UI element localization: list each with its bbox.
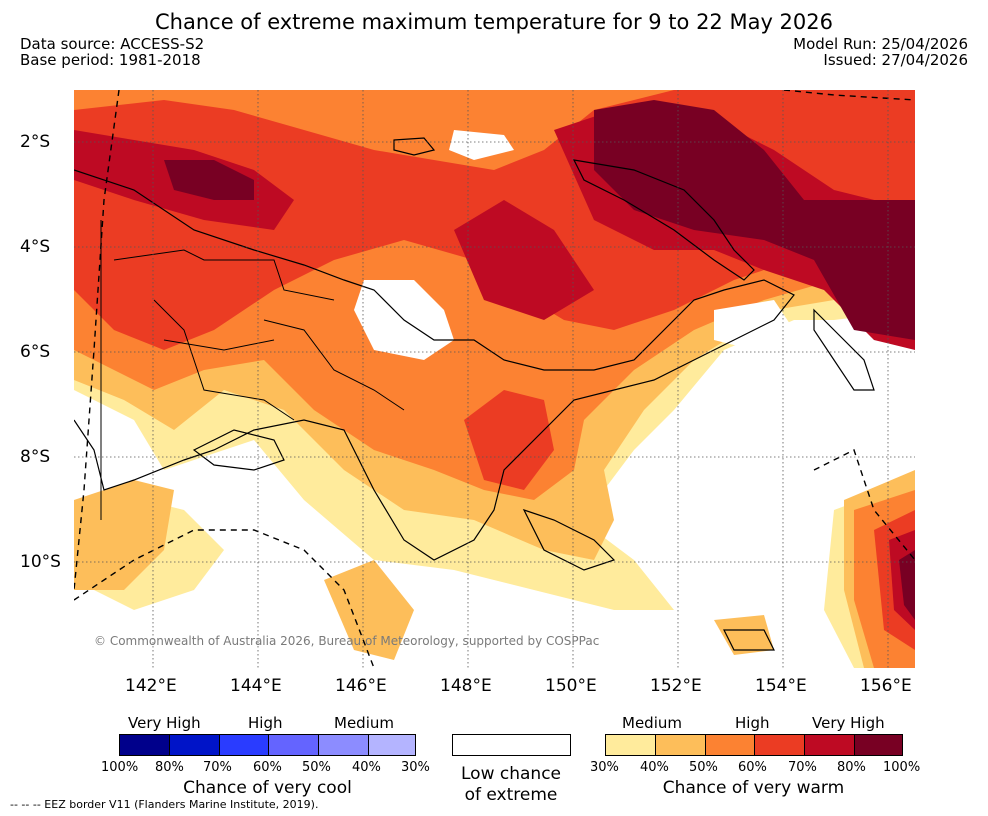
lon-label-154e: 154°E — [755, 676, 807, 696]
warm-tick-40: 40% — [640, 760, 669, 775]
cool-swatch-4 — [268, 734, 318, 756]
border-provinces-1 — [113, 249, 335, 301]
warm-heading-very-high: Very High — [812, 714, 885, 732]
lon-label-146e: 146°E — [335, 676, 387, 696]
border-provinces-3 — [263, 319, 405, 411]
torres-strait — [192, 429, 285, 471]
warm-swatch-3 — [705, 734, 754, 756]
low-chance-swatch — [452, 734, 571, 756]
warm-swatch-5 — [804, 734, 854, 756]
contour-40-50-south — [74, 480, 174, 590]
contour-40-50-islands — [714, 615, 774, 655]
map-title: Chance of extreme maximum temperature fo… — [155, 10, 833, 34]
cool-swatch-3 — [219, 734, 268, 756]
neutral-caption-line1: Low chance — [461, 764, 561, 784]
contour-60-70-central — [464, 390, 554, 490]
warm-colorbar — [605, 734, 903, 756]
cool-heading-high: High — [248, 714, 283, 732]
data-source: Data source: ACCESS-S2 — [20, 35, 205, 53]
warm-tick-30: 30% — [590, 760, 619, 775]
lat-label-4s: 4°S — [20, 237, 51, 257]
neutral-caption-line2: of extreme — [464, 785, 558, 805]
warm-tick-100: 100% — [883, 760, 921, 775]
coastlines — [74, 137, 875, 651]
border-provinces-4 — [163, 339, 275, 351]
contour-80-100-west — [164, 160, 254, 200]
warm-heading-high: High — [735, 714, 770, 732]
warm-swatch-2 — [655, 734, 705, 756]
lat-label-10s: 10°S — [20, 552, 61, 572]
cool-tick-100: 100% — [101, 760, 139, 775]
island-se — [723, 629, 775, 651]
issued-date: Issued: 27/04/2026 — [823, 51, 968, 69]
eez-border-east — [813, 449, 915, 561]
model-run: Model Run: 25/04/2026 — [793, 35, 968, 53]
border-provinces-2 — [153, 299, 295, 421]
warm-tick-80: 80% — [837, 760, 866, 775]
island-se2 — [522, 508, 616, 571]
warm-tick-50: 50% — [689, 760, 718, 775]
lat-label-6s: 6°S — [20, 342, 51, 362]
cool-tick-30: 30% — [401, 760, 430, 775]
base-period: Base period: 1981-2018 — [20, 51, 201, 69]
contour-80-100-se — [899, 550, 915, 620]
lat-label-8s: 8°S — [20, 447, 51, 467]
warm-tick-70: 70% — [788, 760, 817, 775]
island-east — [813, 308, 875, 391]
warm-caption: Chance of very warm — [662, 778, 845, 798]
contour-40-50-se2 — [324, 560, 414, 660]
cool-swatch-6 — [368, 734, 416, 756]
cool-caption: Chance of very cool — [183, 778, 352, 798]
lon-label-150e: 150°E — [545, 676, 597, 696]
forecast-map — [74, 90, 915, 668]
cool-tick-60: 60% — [253, 760, 282, 775]
copyright-notice: © Commonwealth of Australia 2026, Bureau… — [94, 634, 600, 648]
cool-tick-80: 80% — [155, 760, 184, 775]
warm-swatch-4 — [754, 734, 804, 756]
province-borders — [100, 220, 405, 520]
island-north-2 — [572, 159, 755, 281]
new-guinea-coast — [74, 169, 795, 561]
lat-label-2s: 2°S — [20, 132, 51, 152]
contour-80-100 — [594, 100, 915, 340]
cool-colorbar — [119, 734, 416, 756]
contour-70-80-north — [454, 200, 594, 320]
cool-swatch-1 — [119, 734, 169, 756]
low-chance-area-3 — [714, 300, 794, 350]
gridlines — [74, 90, 915, 668]
cool-swatch-5 — [318, 734, 368, 756]
lon-label-152e: 152°E — [650, 676, 702, 696]
lon-label-144e: 144°E — [230, 676, 282, 696]
island-north-1 — [393, 137, 436, 156]
cool-tick-50: 50% — [302, 760, 331, 775]
warm-swatch-1 — [605, 734, 655, 756]
cool-tick-40: 40% — [352, 760, 381, 775]
lon-label-142e: 142°E — [125, 676, 177, 696]
eez-border-south — [74, 529, 375, 668]
cool-swatch-2 — [169, 734, 219, 756]
low-chance-area-2 — [449, 130, 514, 160]
cool-heading-medium: Medium — [334, 714, 394, 732]
warm-heading-medium: Medium — [622, 714, 682, 732]
eez-footnote: -- -- -- EEZ border V11 (Flanders Marine… — [10, 798, 319, 811]
lon-label-148e: 148°E — [440, 676, 492, 696]
warm-swatch-6 — [854, 734, 903, 756]
cool-tick-70: 70% — [203, 760, 232, 775]
lon-label-156e: 156°E — [860, 676, 912, 696]
cool-heading-very-high: Very High — [128, 714, 201, 732]
warm-tick-60: 60% — [738, 760, 767, 775]
